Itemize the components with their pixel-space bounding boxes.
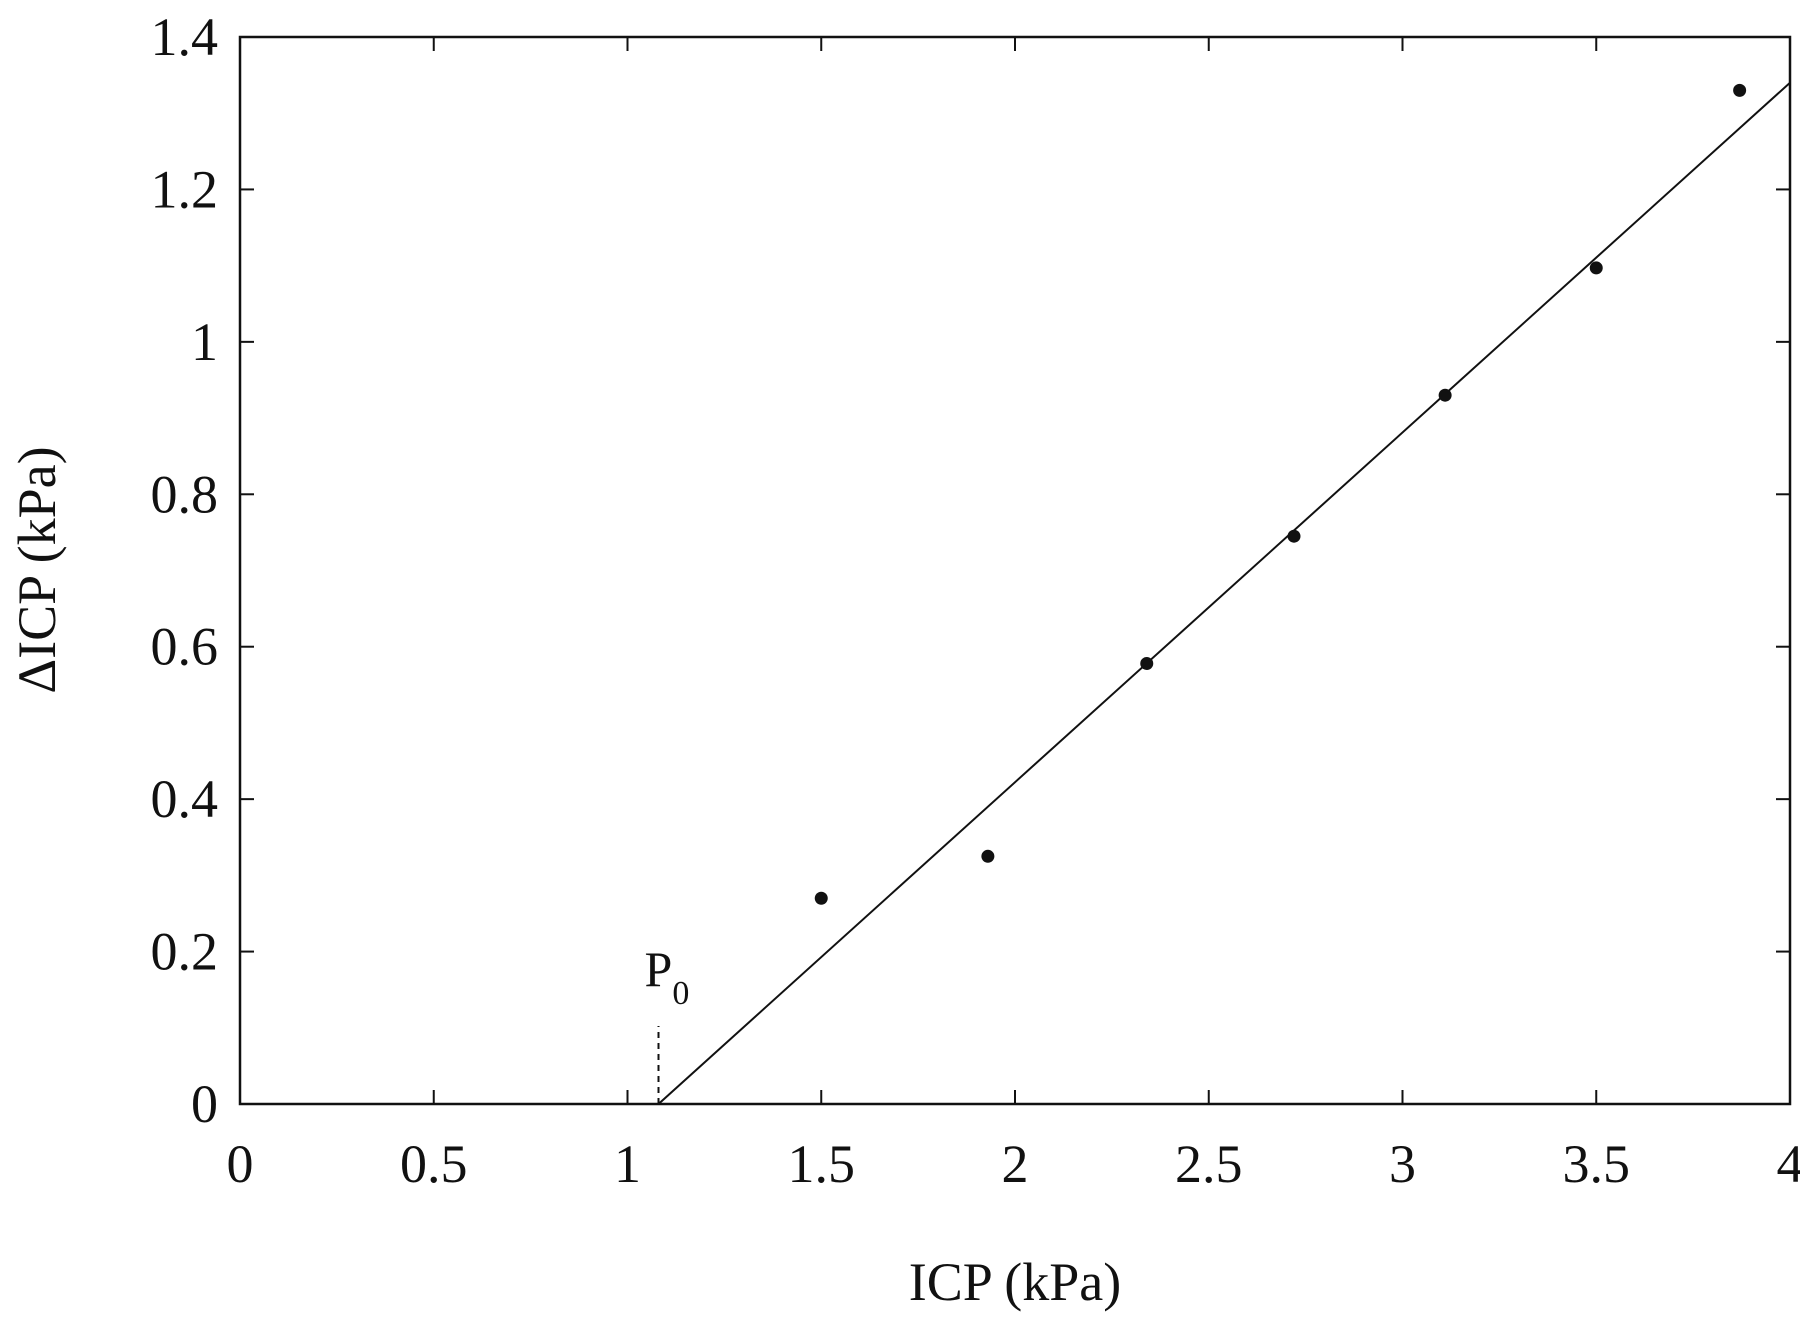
x-tick-label-3: 1.5 (788, 1134, 856, 1194)
tick-labels: 0 0.5 1 1.5 2 2.5 3 3.5 4 0 0.2 0.4 0.6 0.8 1 1.2 1.4 (151, 7, 1800, 1194)
data-point-3 (1287, 529, 1301, 543)
ticks (239, 36, 1791, 1105)
x-tick-label-5: 2.5 (1175, 1134, 1243, 1194)
p0-label: P0 (645, 941, 690, 1012)
plot-frame (238, 35, 1792, 1106)
y-axis-label: ΔICP (kPa) (7, 446, 67, 693)
y-tick-label-6: 1.2 (151, 159, 219, 219)
y-tick-label-3: 0.6 (151, 617, 219, 677)
x-tick-label-2: 1 (614, 1134, 641, 1194)
x-axis-label: ICP (kPa) (909, 1252, 1122, 1312)
y-tick-label-7: 1.4 (151, 7, 219, 67)
p0-label-subscript: 0 (672, 975, 689, 1012)
x-tick-label-0: 0 (227, 1134, 254, 1194)
x-tick-label-6: 3 (1389, 1134, 1416, 1194)
y-tick-label-2: 0.4 (151, 769, 219, 829)
data-points (814, 83, 1747, 905)
y-tick-label-5: 1 (191, 312, 218, 372)
data-point-2 (1140, 656, 1154, 670)
data-point-6 (1733, 83, 1747, 97)
x-tick-label-7: 3.5 (1563, 1134, 1631, 1194)
data-point-0 (814, 891, 828, 905)
x-tick-label-8: 4 (1777, 1134, 1800, 1194)
fit-line-group (657, 81, 1791, 1105)
fit-line (657, 81, 1791, 1105)
data-point-1 (981, 849, 995, 863)
data-point-4 (1438, 388, 1452, 402)
p0-label-main: P (645, 941, 673, 997)
y-tick-label-1: 0.2 (151, 922, 219, 982)
p0-annotation: P0 (645, 941, 690, 1104)
x-tick-label-1: 0.5 (400, 1134, 468, 1194)
y-tick-label-0: 0 (191, 1074, 218, 1134)
data-point-5 (1589, 261, 1603, 275)
x-tick-label-4: 2 (1002, 1134, 1029, 1194)
y-tick-label-4: 0.8 (151, 464, 219, 524)
